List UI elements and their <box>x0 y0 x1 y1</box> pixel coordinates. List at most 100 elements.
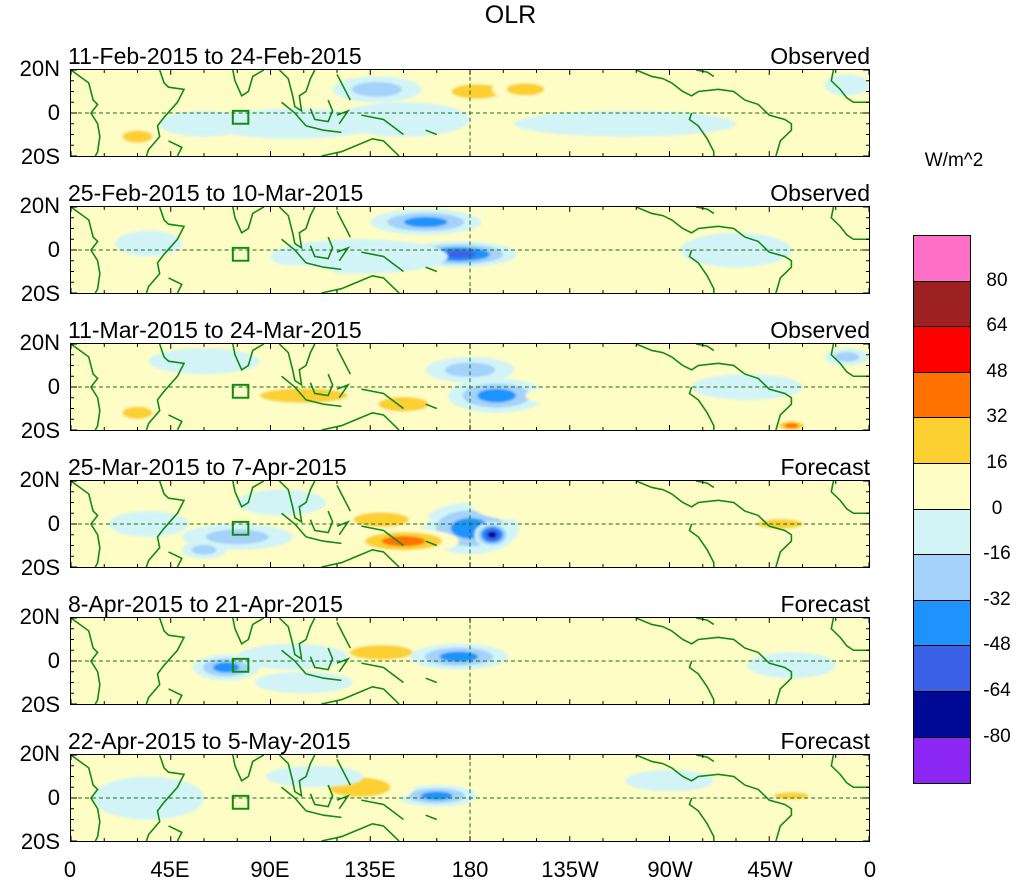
anomaly-region-1 <box>451 84 502 99</box>
coastline <box>321 548 400 567</box>
anomaly-region-4 <box>204 780 293 807</box>
anomaly-region-9 <box>784 423 799 429</box>
colorbar-tick-label: -64 <box>983 680 1011 701</box>
anomaly-region-6 <box>159 110 249 137</box>
coastline <box>635 207 793 293</box>
colorbar-swatch <box>914 600 970 647</box>
latitude-tick-label: 0 <box>47 511 60 536</box>
longitude-tick-label: 45W <box>747 857 793 882</box>
anomaly-region-7 <box>205 529 269 545</box>
latitude-tick-label: 0 <box>47 100 60 125</box>
coastline <box>168 277 183 293</box>
coastline <box>145 481 186 567</box>
coastline <box>232 344 265 371</box>
anomaly-region-3 <box>381 536 426 547</box>
coastline <box>232 618 265 645</box>
colorbar-tick-label: 64 <box>986 315 1008 337</box>
coastline <box>305 536 342 545</box>
anomaly-region-1 <box>350 645 413 660</box>
coastline <box>688 249 715 293</box>
panel-date-range: 8-Apr-2015 to 21-Apr-2015 <box>68 591 343 617</box>
coastline <box>278 481 316 524</box>
coastline <box>278 755 316 798</box>
anomaly-region-2 <box>506 83 545 96</box>
anomaly-region-11 <box>834 352 860 362</box>
region-box-marker <box>231 657 250 673</box>
coastline <box>71 207 101 293</box>
coastline <box>305 673 342 682</box>
coastline <box>830 481 869 515</box>
anomaly-region-4 <box>477 388 516 403</box>
panel-date-range: 22-Apr-2015 to 5-May-2015 <box>68 728 351 754</box>
coastline <box>168 140 183 156</box>
anomaly-region-10 <box>237 489 326 516</box>
colorbar-swatch <box>914 236 970 282</box>
latitude-tick-label: 20N <box>19 604 60 629</box>
colorbar-swatch <box>914 737 970 784</box>
coastline <box>232 755 265 782</box>
anomaly-region-3 <box>122 406 153 419</box>
coastline <box>361 114 404 136</box>
anomaly-region-8 <box>71 630 127 657</box>
panel-1: 11-Feb-2015 to 24-Feb-2015 Observed 20N 0 20… <box>0 43 1021 173</box>
coastline <box>830 755 869 789</box>
panel-date-range: 11-Mar-2015 to 24-Mar-2015 <box>68 317 362 343</box>
coastline <box>336 383 351 399</box>
anomaly-region-5 <box>254 671 353 694</box>
coastline <box>635 618 793 704</box>
coastline <box>278 344 316 387</box>
coastline <box>71 70 101 156</box>
anomaly-region-6 <box>514 530 559 552</box>
latitude-tick-label: 20S <box>20 418 60 443</box>
anomaly-region-10 <box>148 348 260 375</box>
longitude-tick-label: 90W <box>647 857 693 882</box>
coastline <box>321 685 400 704</box>
colorbar-unit-label: W/m^2 <box>924 150 984 171</box>
coastline <box>830 344 869 378</box>
coastline <box>309 784 334 808</box>
latitude-tick-label: 20S <box>20 555 60 580</box>
olr-anomaly-map <box>71 481 869 567</box>
coastline <box>168 825 183 841</box>
coastline <box>425 540 438 547</box>
coastline <box>145 344 186 430</box>
anomaly-region-1 <box>441 250 477 259</box>
anomaly-region-4 <box>569 247 703 266</box>
anomaly-region-4 <box>353 512 409 527</box>
longitude-tick-label: 180 <box>451 857 489 882</box>
longitude-tick-label: 45E <box>150 857 190 882</box>
coastline <box>336 109 351 125</box>
coastline <box>232 207 265 234</box>
anomaly-region-5 <box>444 362 496 378</box>
coastline <box>321 822 400 841</box>
colorbar-tick-label: 32 <box>986 406 1008 428</box>
colorbar-swatch <box>914 418 970 464</box>
colorbar-tick-label: -32 <box>983 588 1011 610</box>
coastline <box>321 411 400 430</box>
panel-status-label: Forecast <box>780 591 870 617</box>
olr-anomaly-map <box>71 755 869 841</box>
colorbar <box>913 235 971 785</box>
latitude-tick-label: 20S <box>20 692 60 717</box>
coastline <box>336 520 351 536</box>
panel-map <box>70 343 870 431</box>
anomaly-region-8 <box>191 544 217 555</box>
latitude-tick-label: 20N <box>19 56 60 81</box>
colorbar-swatch <box>914 509 970 556</box>
panel-3: 11-Mar-2015 to 24-Mar-2015 Observed 20N 0 20… <box>0 317 1021 447</box>
colorbar-tick-label: 80 <box>986 269 1008 291</box>
colorbar-swatch <box>914 281 970 328</box>
coastline <box>232 70 265 97</box>
coastline <box>71 618 101 704</box>
anomaly-region-7 <box>747 652 836 679</box>
coastline <box>336 210 352 238</box>
panel-status-label: Forecast <box>780 728 870 754</box>
coastline <box>425 677 438 684</box>
anomaly-region-1 <box>421 791 453 801</box>
latitude-tick-label: 20N <box>19 467 60 492</box>
panel-map <box>70 617 870 705</box>
anomaly-region-5 <box>769 230 858 248</box>
coastline <box>321 137 400 156</box>
coastline <box>695 755 715 763</box>
